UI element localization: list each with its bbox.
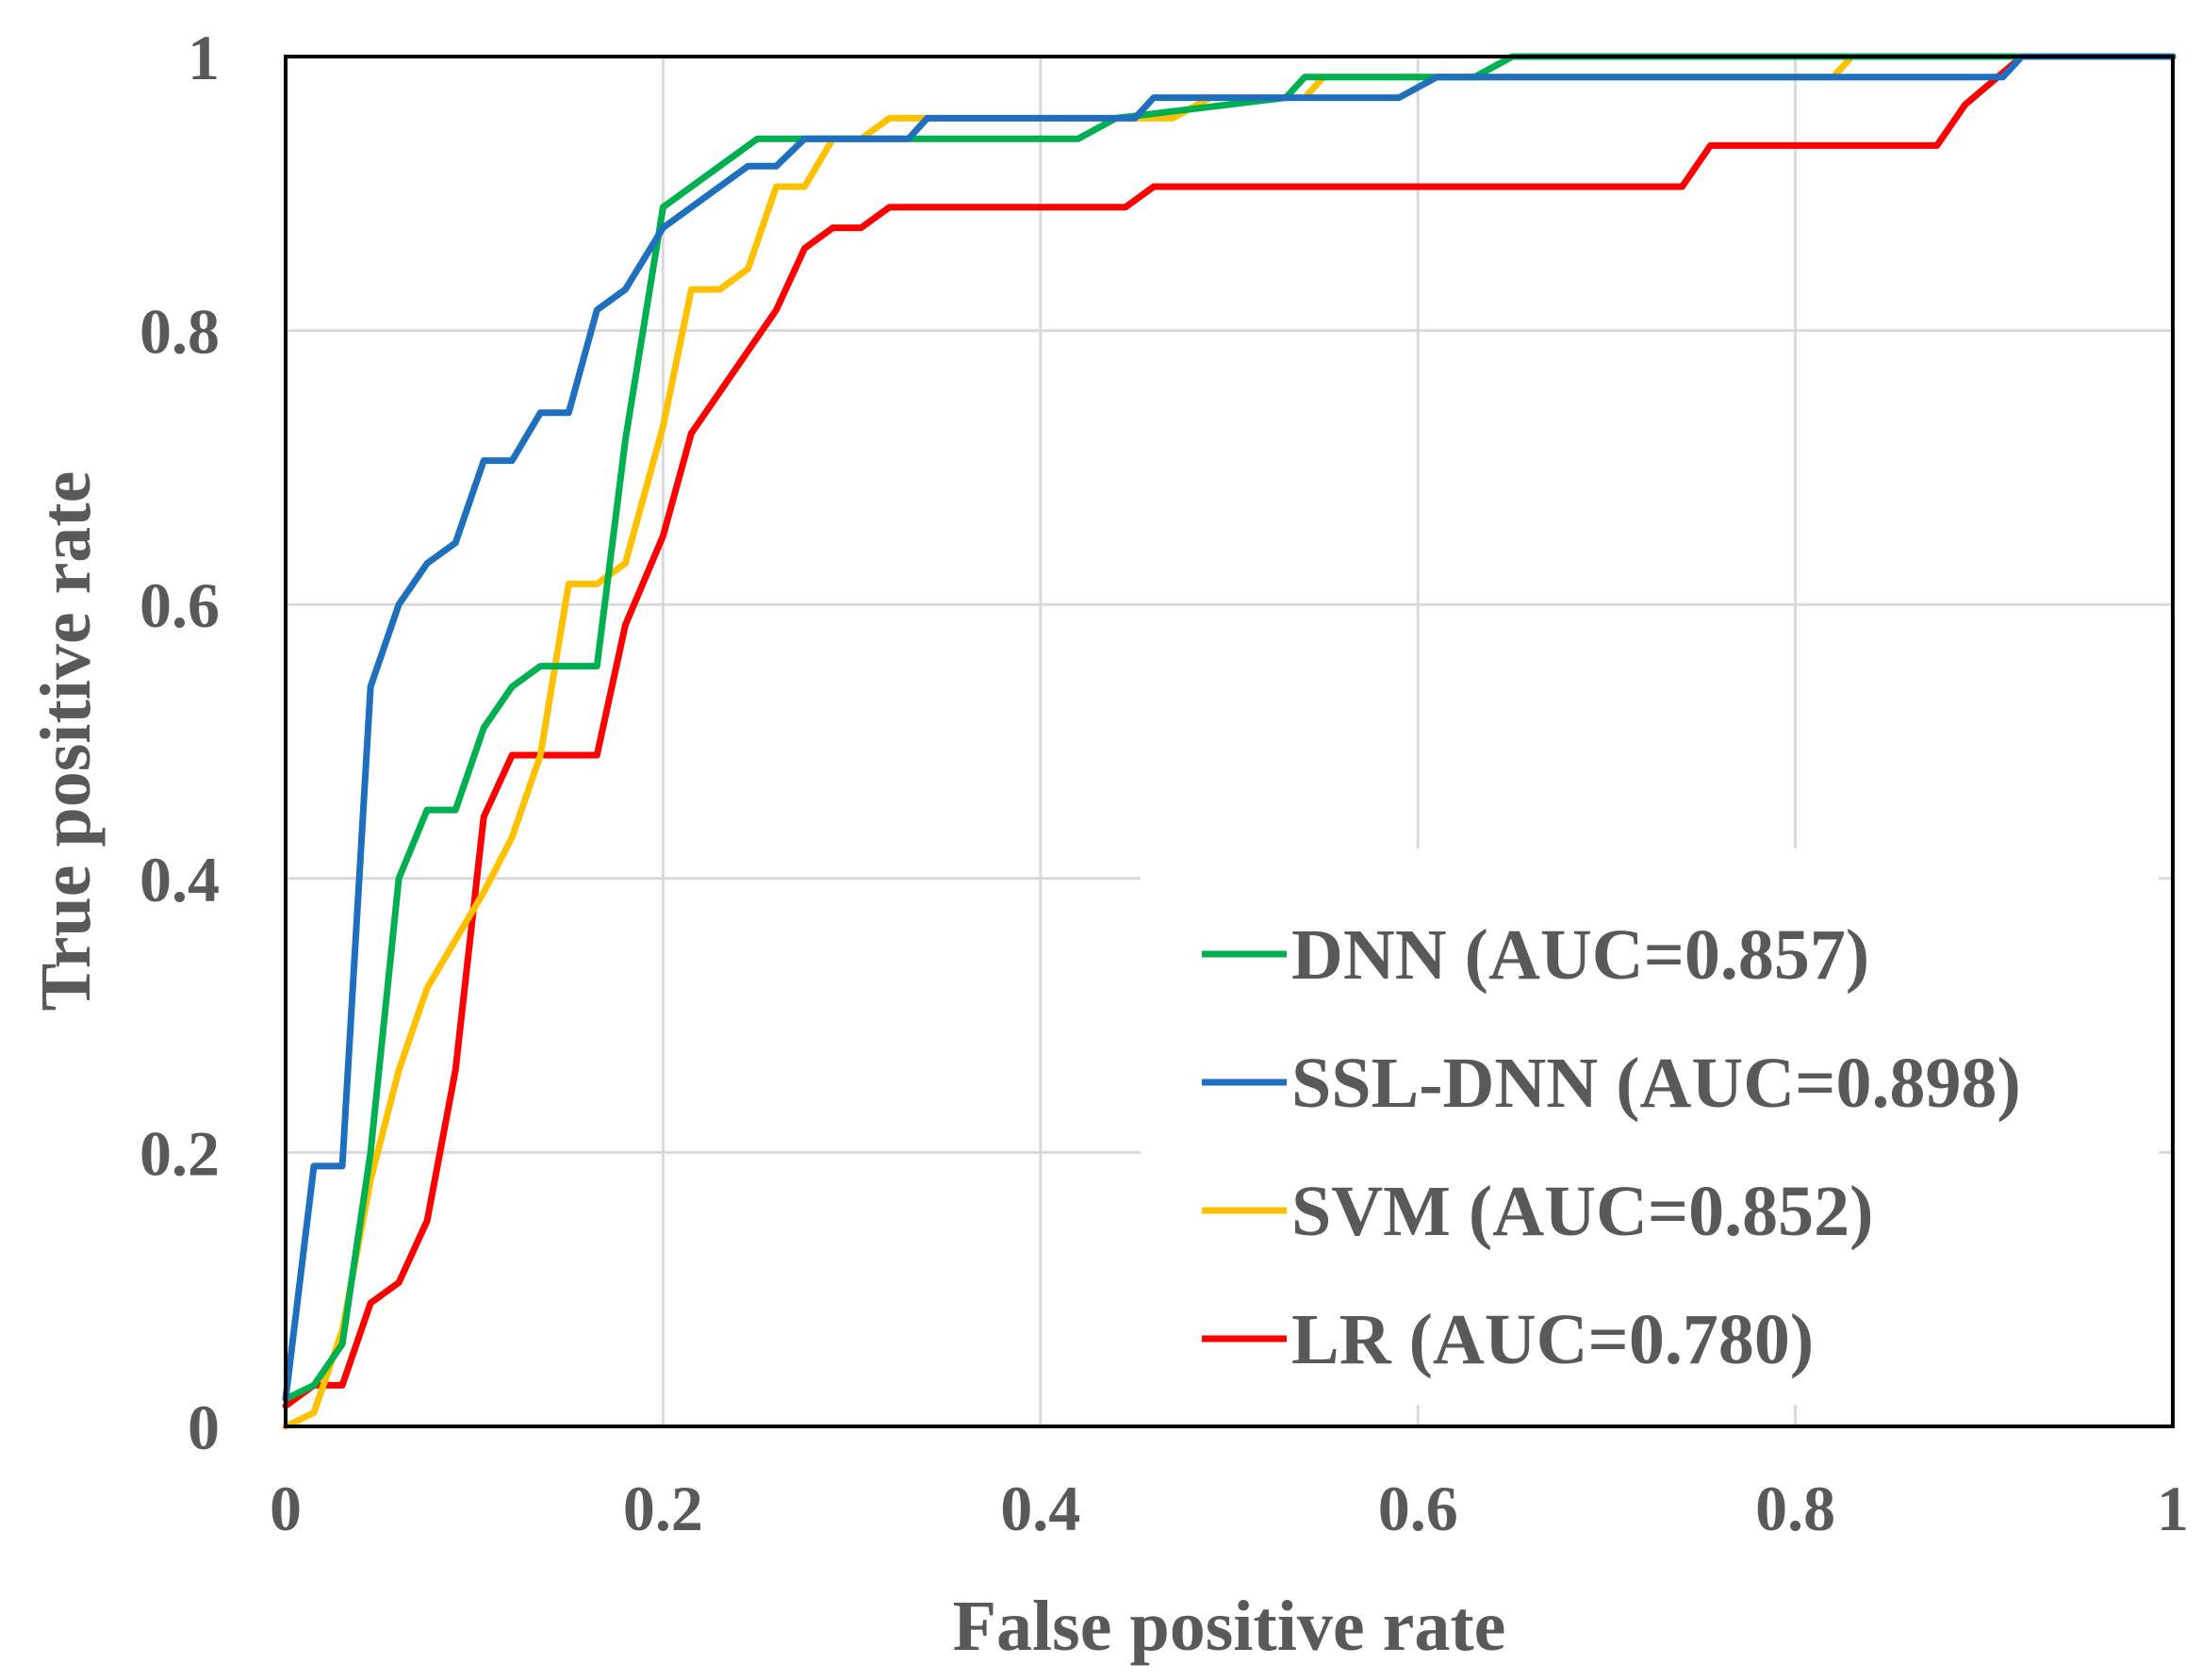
x-tick-label: 1 <box>2157 1473 2189 1544</box>
y-axis-title: True positive rate <box>26 471 106 1012</box>
legend-background <box>1141 848 2159 1405</box>
x-tick-label: 0.6 <box>1378 1473 1458 1544</box>
y-tick-label: 1 <box>188 22 220 93</box>
y-tick-label: 0.6 <box>140 569 220 641</box>
y-tick-label: 0.2 <box>140 1117 220 1189</box>
series-line-0 <box>282 53 2177 1403</box>
x-tick-label: 0.2 <box>623 1473 703 1544</box>
series-line-3 <box>282 53 2177 1409</box>
series-lines <box>282 53 2177 1430</box>
series-line-1 <box>282 53 2177 1403</box>
y-tick-label: 0.4 <box>140 844 220 915</box>
y-tick-label: 0.8 <box>140 296 220 368</box>
tick-labels: 0 0.2 0.4 0.6 0.8 1 0 0.2 0.4 0.6 0.8 1 <box>140 22 2189 1544</box>
x-tick-label: 0.4 <box>1000 1473 1080 1544</box>
x-tick-label: 0.8 <box>1755 1473 1835 1544</box>
legend: DNN (AUC=0.857) SSL-DNN (AUC=0.898) SVM (A… <box>1202 915 2021 1379</box>
plot-border <box>284 55 2175 1428</box>
legend-label: SVM (AUC=0.852) <box>1291 1172 1873 1251</box>
legend-label: DNN (AUC=0.857) <box>1291 915 1869 995</box>
y-tick-label: 0 <box>188 1392 220 1463</box>
legend-label: SSL-DNN (AUC=0.898) <box>1291 1044 2021 1123</box>
x-tick-label: 0 <box>270 1473 302 1544</box>
x-axis-title: False positive rate <box>953 1587 1506 1666</box>
legend-label: LR (AUC=0.780) <box>1291 1300 1814 1379</box>
